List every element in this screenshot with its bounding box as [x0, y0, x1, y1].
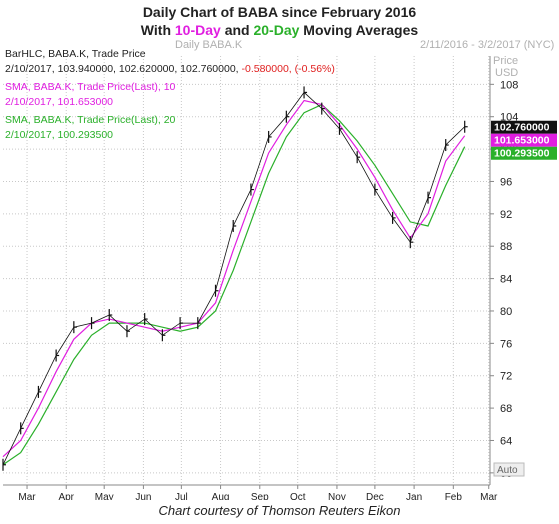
y-tick-label: 80 [500, 306, 512, 318]
subtitle-ten-day: 10-Day [174, 22, 221, 38]
y-tick-label: 88 [500, 241, 512, 253]
subtitle-prefix: With [140, 22, 175, 38]
grid [3, 56, 490, 485]
x-month-label: Dec [366, 492, 384, 500]
x-month-label: Jun [135, 492, 151, 500]
legend-bar-change: -0.580000, (-0.56%) [241, 63, 335, 75]
sma-20-line [2, 103, 466, 466]
legend-sma10-values: 2/10/2017, 101.653000 [5, 96, 114, 108]
y-tick-label: 92 [500, 209, 512, 221]
x-month-label: Jan [406, 492, 422, 500]
x-month-label: Sep [251, 492, 269, 500]
legend-bar-date: 2/10/2017, [5, 63, 55, 75]
x-month-label: Mar [18, 492, 36, 500]
auto-scale-button[interactable] [493, 462, 525, 477]
y-tick-label: 72 [500, 371, 512, 383]
legend-bar-title: BarHLC, BABA.K, Trade Price [5, 48, 146, 60]
price-axis-label: Price [493, 55, 518, 67]
chart-name-label: Daily BABA.K [175, 39, 243, 51]
subtitle-mid: and [220, 22, 254, 38]
last-price-box [491, 120, 557, 134]
x-axis: MarAprMayJunJulAugSepOctNovDecJanFebMarQ… [18, 485, 498, 500]
y-tick-label: 96 [500, 176, 512, 188]
y-tick-label: 104 [500, 112, 518, 124]
x-month-label: Oct [290, 492, 306, 500]
auto-scale-label: Auto [497, 465, 518, 476]
y-tick-label: 84 [500, 274, 512, 286]
x-month-label: Mar [480, 492, 498, 500]
x-month-label: Feb [445, 492, 463, 500]
last-sma20-box [491, 146, 557, 160]
price-path [2, 91, 465, 465]
x-month-label: May [95, 492, 114, 500]
legend-bar-ohlc: 103.940000, 102.620000, 102.760000, [57, 63, 239, 75]
y-tick-label: 68 [500, 403, 512, 415]
sma-10-path [2, 99, 466, 458]
x-month-label: Jul [175, 492, 188, 500]
x-month-label: Aug [212, 492, 230, 500]
sma-10-line [2, 99, 466, 458]
last-sma10-box [491, 133, 557, 147]
legend-sma20-title: SMA, BABA.K, Trade Price(Last), 20 [5, 114, 176, 126]
legend-bar-values: 2/10/2017, 103.940000, 102.620000, 102.7… [5, 63, 335, 75]
y-tick-label: 76 [500, 338, 512, 350]
currency-axis-label: USD [495, 67, 518, 79]
chart-title: Daily Chart of BABA since February 2016 [142, 4, 417, 20]
price-chart[interactable]: Daily BABA.K 2/11/2016 - 3/2/2017 (NYC) … [0, 38, 559, 500]
subtitle-suffix: Moving Averages [299, 22, 419, 38]
chart-subtitle: With 10-Day and 20-Day Moving Averages [0, 22, 559, 38]
x-month-label: Nov [328, 492, 346, 500]
price-bars [2, 86, 468, 471]
last-sma10-box-label: 101.653000 [494, 135, 550, 147]
legend-sma10-title: SMA, BABA.K, Trade Price(Last), 10 [5, 81, 176, 93]
y-tick-label: 108 [500, 79, 518, 91]
date-range-label: 2/11/2016 - 3/2/2017 (NYC) [420, 39, 554, 51]
x-month-label: Apr [58, 492, 74, 500]
subtitle-twenty-day: 20-Day [253, 22, 300, 38]
last-price-box-label: 102.760000 [494, 122, 550, 134]
y-tick-label: 64 [500, 435, 512, 447]
chart-credit: Chart courtesy of Thomson Reuters Eikon [158, 503, 401, 518]
legend-sma20-values: 2/10/2017, 100.293500 [5, 129, 114, 141]
chart-background [0, 38, 559, 500]
sma-20-path [2, 103, 466, 466]
last-sma20-box-label: 100.293500 [494, 148, 550, 160]
